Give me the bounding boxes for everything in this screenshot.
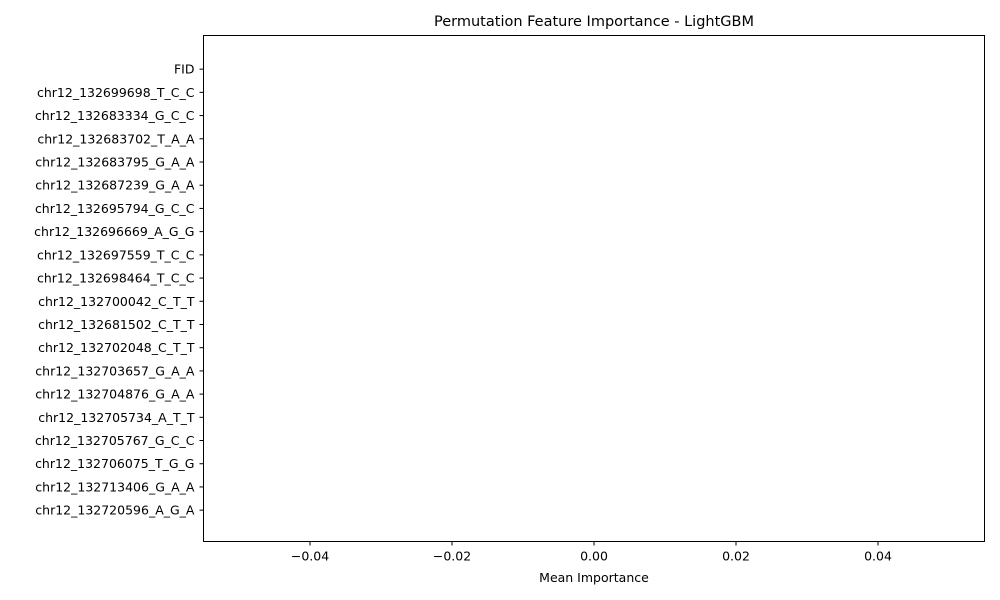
y-tick-label: chr12_132713406_G_A_A — [35, 479, 195, 494]
y-tick-label: chr12_132697559_T_C_C — [37, 247, 195, 262]
y-tick-label: chr12_132700042_C_T_T — [38, 294, 195, 309]
y-tick-label: chr12_132705734_A_T_T — [38, 410, 195, 425]
y-tick-label: chr12_132699698_T_C_C — [37, 85, 195, 100]
x-tick-label: 0.04 — [864, 549, 892, 564]
y-tick-label: chr12_132704876_G_A_A — [35, 387, 195, 402]
plot-frame — [203, 35, 985, 542]
y-tick-label: chr12_132683702_T_A_A — [37, 131, 195, 146]
x-axis: −0.04 −0.02 0.00 0.02 0.04 — [291, 541, 892, 564]
y-tick-label: chr12_132720596_A_G_A — [35, 503, 195, 518]
y-axis: FID chr12_132699698_T_C_C chr12_132683334_… — [34, 62, 204, 518]
chart-title: Permutation Feature Importance - LightGB… — [434, 14, 754, 30]
y-tick-label: chr12_132683795_G_A_A — [35, 155, 195, 170]
y-tick-label: chr12_132687239_G_A_A — [35, 178, 195, 193]
x-tick-label: 0.00 — [580, 549, 608, 564]
y-tick-label: FID — [174, 62, 195, 77]
y-tick-label: chr12_132696669_A_G_G — [34, 224, 194, 239]
y-tick-label: chr12_132683334_G_C_C — [35, 108, 195, 123]
y-tick-label: chr12_132703657_G_A_A — [35, 363, 195, 378]
y-tick-label: chr12_132705767_G_C_C — [35, 433, 195, 448]
y-tick-label: chr12_132698464_T_C_C — [37, 271, 195, 286]
y-tick-label: chr12_132702048_C_T_T — [38, 340, 195, 355]
x-tick-label: −0.02 — [433, 549, 471, 564]
x-tick-label: 0.02 — [722, 549, 750, 564]
y-tick-label: chr12_132706075_T_G_G — [35, 456, 194, 471]
x-tick-label: −0.04 — [291, 549, 329, 564]
y-tick-label: chr12_132681502_C_T_T — [38, 317, 195, 332]
y-tick-label: chr12_132695794_G_C_C — [35, 201, 195, 216]
x-axis-label: Mean Importance — [539, 570, 649, 585]
